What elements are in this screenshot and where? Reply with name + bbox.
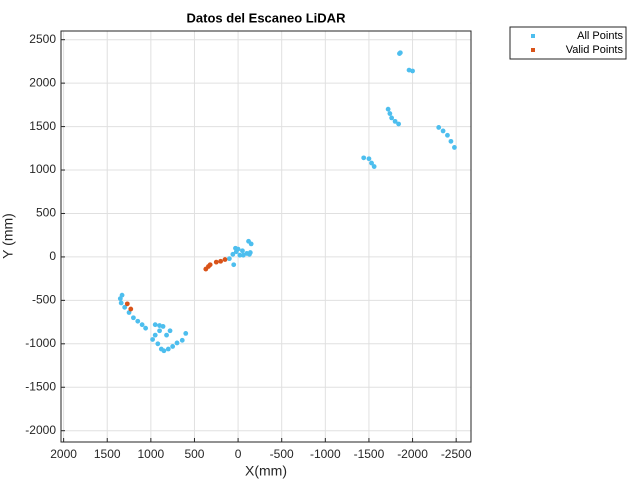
x-tick-label: 1500 [94,447,121,461]
point [436,125,442,130]
point [231,262,237,268]
point [392,118,398,124]
point [218,258,224,264]
point [233,249,239,255]
point [246,238,251,244]
x-tick-label: 1000 [137,447,164,461]
point [143,325,149,331]
point [387,111,393,116]
point [369,160,374,166]
chart-title: Datos del Escaneo LiDAR [187,10,347,25]
point [207,262,213,268]
x-axis-label: X(mm) [245,463,287,479]
point [117,296,123,302]
y-tick-label: 500 [36,206,56,220]
axes-box [60,30,472,443]
point [385,106,391,112]
point [164,332,169,338]
point [131,315,136,321]
y-tick-label: -500 [32,293,56,307]
y-tick-label: 2500 [29,32,56,46]
point [160,324,166,329]
y-tick-label: 0 [49,249,56,263]
point [179,337,185,343]
point [128,306,134,312]
y-tick-label: 1500 [29,119,56,133]
legend-label: All Points [577,30,623,42]
point [155,341,161,347]
point [371,164,377,169]
point [183,330,189,336]
legend-marker [531,34,535,38]
legend-label: Valid Points [566,44,624,56]
point [135,318,141,324]
point [237,252,243,258]
point [445,132,450,138]
x-tick-label: -500 [270,447,294,461]
x-tick-label: 2000 [50,447,77,461]
y-tick-label: -1500 [25,379,56,393]
y-tick-label: -2000 [25,423,56,437]
point [139,322,145,328]
point [361,155,367,161]
point [174,340,180,346]
point [366,156,372,162]
x-tick-label: -1500 [354,447,385,461]
point [152,322,158,328]
point [122,304,128,310]
x-tick-label: -2000 [397,447,428,461]
point [440,128,446,134]
point [247,250,253,255]
legend-box [509,26,627,60]
y-axis-label: Y (mm) [0,213,16,259]
point [167,328,173,334]
point [124,301,130,307]
point [410,68,415,74]
point [118,300,124,306]
legend-marker [531,48,535,52]
point [226,256,232,262]
y-tick-label: -1000 [25,336,56,350]
x-tick-label: 0 [235,447,242,461]
point [152,332,158,338]
point [397,51,402,56]
point [150,337,155,342]
point [170,344,176,349]
point [240,248,245,254]
x-tick-label: -2500 [441,447,472,461]
point [161,348,167,354]
x-tick-label: 500 [184,447,204,461]
point [448,138,454,144]
x-tick-label: -1000 [310,447,341,461]
point [389,115,395,121]
y-tick-label: 1000 [29,162,56,176]
y-tick-label: 2000 [29,75,56,89]
point [230,251,236,257]
point [396,121,401,127]
point [213,259,219,265]
point [165,346,171,352]
point [240,252,246,258]
point [452,145,457,150]
point [157,328,162,334]
point [222,257,228,262]
plot-area [61,31,471,442]
